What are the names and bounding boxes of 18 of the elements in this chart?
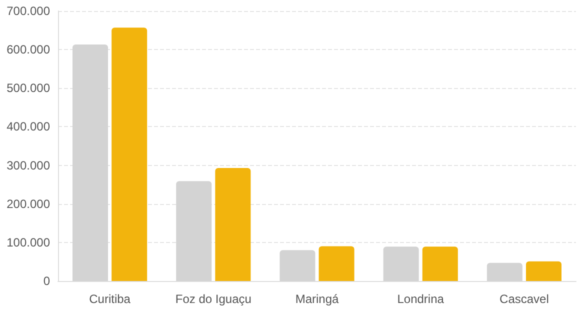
- y-tick-label: 100.000: [6, 235, 50, 250]
- y-tick-label: 700.000: [6, 4, 50, 18]
- bar: [526, 261, 562, 281]
- y-tick-label: 0: [43, 274, 50, 288]
- y-tick-label: 200.000: [6, 196, 50, 211]
- y-tick-label: 500.000: [6, 81, 50, 96]
- x-tick-label: Cascavel: [500, 292, 549, 306]
- bar: [318, 246, 354, 281]
- y-tick-label: 600.000: [6, 42, 50, 57]
- bar: [422, 246, 458, 281]
- bar: [112, 28, 148, 281]
- x-tick-label: Londrina: [397, 292, 444, 306]
- x-tick-label: Foz do Iguaçu: [175, 292, 252, 306]
- bar: [215, 168, 251, 281]
- x-tick-label: Curitiba: [89, 292, 131, 306]
- x-tick-label: Maringá: [295, 292, 339, 306]
- y-tick-label: 400.000: [6, 120, 50, 134]
- y-tick-label: 300.000: [6, 158, 50, 172]
